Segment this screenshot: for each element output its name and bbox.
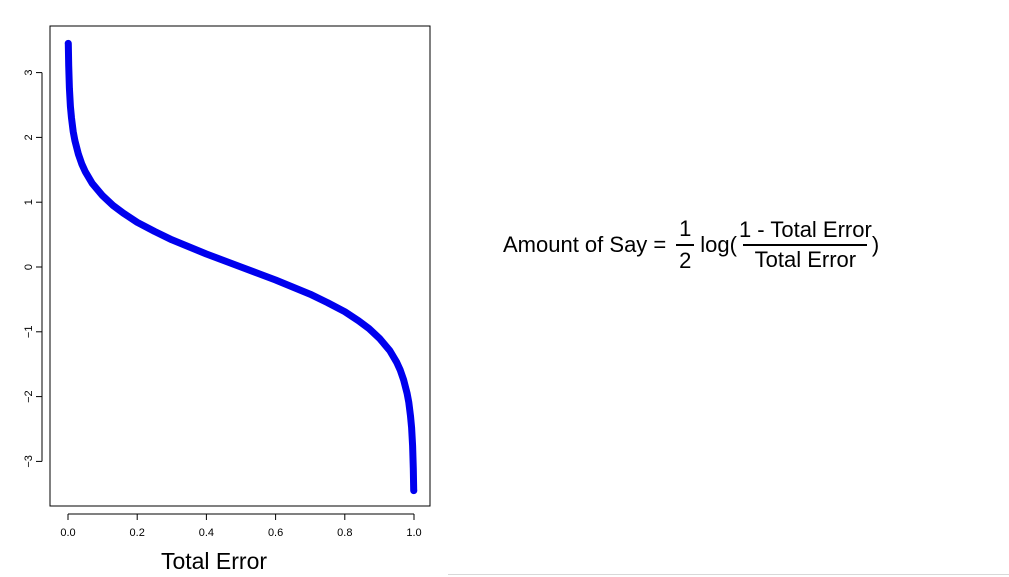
x-tick-label: 1.0 <box>406 527 421 539</box>
y-tick-label: −1 <box>23 326 35 339</box>
formula-lhs: Amount of Say = <box>503 232 667 257</box>
x-tick-label: 0.6 <box>268 527 283 539</box>
x-axis-title: Total Error <box>161 548 267 574</box>
ratio-numerator: 1 - Total Error <box>738 217 872 242</box>
x-tick-label: 0.8 <box>337 527 352 539</box>
y-axis: −3 −2 −1 0 1 2 3 <box>23 70 43 468</box>
y-tick-label: 2 <box>23 134 35 140</box>
half-numerator: 1 <box>679 216 692 241</box>
y-tick-label: −2 <box>23 390 35 403</box>
error-ratio-fraction: 1 - Total Error Total Error <box>739 218 872 272</box>
amount-of-say-formula: Amount of Say = 1 2 log( 1 - Total Error… <box>503 216 879 274</box>
x-tick-label: 0.0 <box>60 527 75 539</box>
y-tick-label: −3 <box>23 455 35 468</box>
plot-frame <box>49 25 431 507</box>
line-chart: 0.0 0.2 0.4 0.6 0.8 1.0 −3 −2 −1 0 1 2 3 Total Erro… <box>23 25 431 574</box>
y-tick-label: 1 <box>23 199 35 205</box>
close-paren: ) <box>871 232 880 257</box>
half-fraction-bar <box>676 244 695 246</box>
ratio-fraction-bar <box>743 244 868 246</box>
x-tick-label: 0.2 <box>130 527 145 539</box>
half-denominator: 2 <box>679 248 692 273</box>
x-tick-label: 0.4 <box>199 527 214 539</box>
ratio-denominator: Total Error <box>754 247 857 272</box>
half-fraction: 1 2 <box>676 216 695 274</box>
divider-line <box>448 574 1009 575</box>
series-line-amount-of-say <box>64 39 418 495</box>
log-label: log( <box>700 232 737 257</box>
x-axis: 0.0 0.2 0.4 0.6 0.8 1.0 <box>60 513 422 539</box>
y-tick-label: 0 <box>23 264 35 270</box>
y-tick-label: 3 <box>23 70 35 76</box>
